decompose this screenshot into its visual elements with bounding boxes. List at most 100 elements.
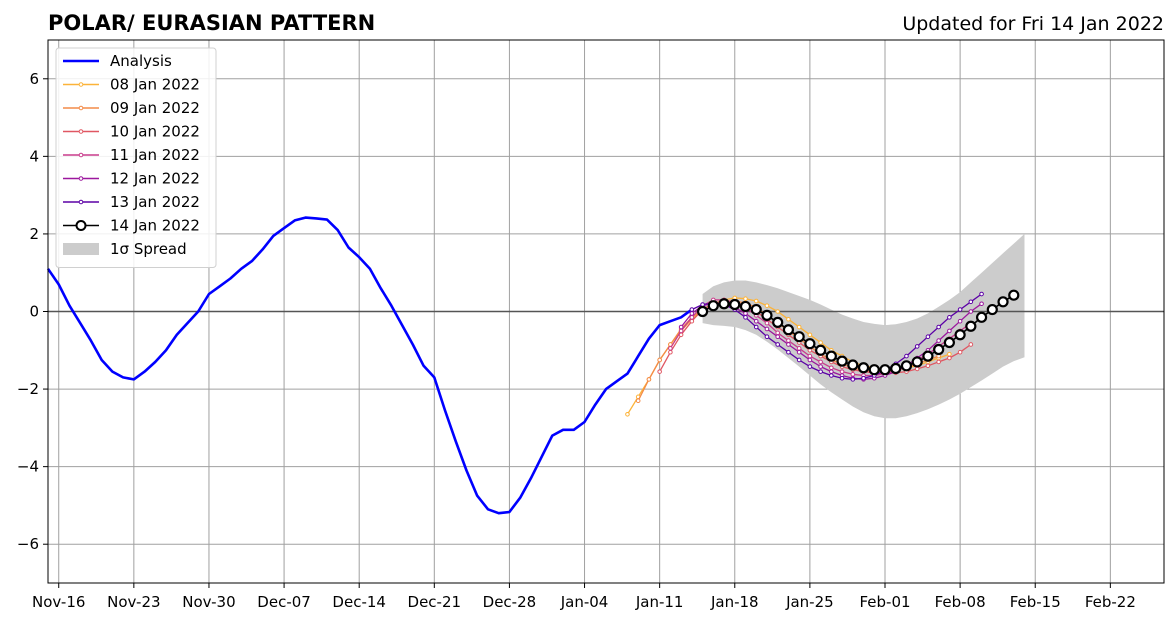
- forecast-point: [743, 296, 748, 302]
- forecast-point: [807, 357, 813, 363]
- forecast-point: [815, 344, 827, 356]
- forecast-point: [829, 369, 834, 374]
- legend-marker: [78, 176, 84, 181]
- forecast-point: [753, 324, 759, 330]
- chart-subtitle: Updated for Fri 14 Jan 2022: [902, 13, 1164, 35]
- forecast-point: [986, 303, 998, 316]
- forecast-point: [914, 366, 920, 372]
- legend-label: 13 Jan 2022: [110, 193, 200, 211]
- forecast-point: [925, 363, 931, 369]
- x-tick-label: Jan-18: [710, 593, 759, 611]
- forecast-point: [818, 340, 823, 345]
- forecast-point: [764, 320, 770, 326]
- forecast-point: [825, 350, 837, 362]
- forecast-point: [957, 318, 963, 324]
- forecast-point: [890, 362, 902, 375]
- y-tick-label: 0: [29, 303, 39, 321]
- legend-label: 11 Jan 2022: [110, 146, 200, 164]
- x-axis: Nov-16 Nov-23 Nov-30 Dec-07 Dec-14 Dec-21 Dec-…: [32, 583, 1136, 611]
- forecast-point: [900, 360, 913, 372]
- forecast-point: [786, 349, 791, 355]
- x-tick-label: Feb-22: [1085, 593, 1136, 611]
- forecast-point: [635, 398, 641, 404]
- forecast-point: [796, 324, 802, 330]
- legend-entry: 13 Jan 2022: [63, 193, 200, 211]
- forecast-point: [786, 338, 791, 343]
- legend-entry: 09 Jan 2022: [63, 99, 200, 117]
- forecast-point: [775, 334, 780, 340]
- forecast-point: [850, 377, 856, 382]
- analysis-line: [46, 216, 693, 515]
- forecast-point: [965, 320, 977, 332]
- y-tick-label: 2: [29, 225, 39, 243]
- forecast-point: [753, 318, 759, 324]
- forecast-point: [775, 330, 780, 336]
- forecast-point: [668, 349, 673, 355]
- forecast-point: [847, 359, 859, 371]
- forecast-point: [925, 334, 931, 340]
- forecast-point: [807, 332, 813, 338]
- forecast-point: [764, 334, 770, 340]
- x-tick-label: Nov-30: [182, 593, 235, 611]
- forecast-point: [689, 307, 695, 312]
- x-tick-label: Dec-28: [483, 593, 537, 611]
- spread-band: [702, 233, 1025, 419]
- forecast-point: [839, 369, 845, 374]
- forecast-point: [829, 365, 834, 371]
- x-tick-label: Dec-14: [332, 593, 386, 611]
- legend-marker: [78, 105, 84, 111]
- series-layer: [46, 216, 1020, 515]
- forecast-point: [775, 309, 780, 314]
- forecast-point: [796, 346, 802, 351]
- forecast-point: [818, 364, 823, 369]
- legend-marker: [78, 152, 84, 158]
- forecast-point: [957, 307, 963, 312]
- legend-entry: 11 Jan 2022: [63, 146, 200, 164]
- forecast-point: [914, 344, 920, 349]
- forecast-point: [753, 298, 759, 304]
- forecast-point: [933, 343, 945, 356]
- legend-label: 12 Jan 2022: [110, 170, 200, 188]
- forecast-point: [689, 311, 695, 316]
- forecast-point: [793, 331, 805, 343]
- x-tick-label: Dec-21: [408, 593, 462, 611]
- forecast-point: [807, 353, 813, 359]
- forecast-point: [968, 309, 974, 314]
- legend-marker: [78, 199, 84, 205]
- forecast-point: [861, 375, 866, 381]
- x-tick-label: Feb-01: [859, 593, 910, 611]
- forecast-point: [700, 302, 705, 307]
- x-tick-label: Jan-04: [560, 593, 609, 611]
- forecast-point: [968, 299, 974, 305]
- forecast-point: [975, 311, 988, 323]
- forecast-point: [796, 349, 802, 355]
- forecast-point: [782, 324, 795, 336]
- forecast-point: [657, 369, 662, 374]
- legend: Analysis 08 Jan 2022 09 Jan 2022 10 Jan 202…: [55, 47, 217, 268]
- forecast-point: [743, 315, 748, 320]
- legend-label: 14 Jan 2022: [110, 217, 200, 235]
- x-tick-label: Nov-16: [32, 593, 85, 611]
- forecast-point: [718, 298, 730, 310]
- legend-entry: 12 Jan 2022: [63, 170, 200, 188]
- x-tick-label: Dec-07: [257, 593, 311, 611]
- chart-title: POLAR/ EURASIAN PATTERN: [48, 11, 375, 35]
- forecast-point: [707, 300, 719, 312]
- x-tick-label: Jan-11: [635, 593, 684, 611]
- forecast-point: [764, 303, 770, 308]
- forecast-point: [743, 311, 748, 316]
- y-tick-label: 6: [29, 70, 39, 88]
- x-tick-label: Jan-25: [785, 593, 834, 611]
- forecast-point: [625, 411, 630, 417]
- forecast-point: [689, 315, 695, 320]
- forecast-point: [850, 372, 856, 377]
- forecast-point: [807, 364, 813, 369]
- x-tick-label: Feb-08: [935, 593, 986, 611]
- forecast-point: [689, 318, 695, 324]
- legend-entry: 14 Jan 2022: [63, 217, 200, 235]
- spread-band-layer: [702, 233, 1025, 419]
- forecast-point: [979, 301, 984, 307]
- forecast-point: [804, 338, 816, 350]
- legend-marker: [75, 220, 87, 231]
